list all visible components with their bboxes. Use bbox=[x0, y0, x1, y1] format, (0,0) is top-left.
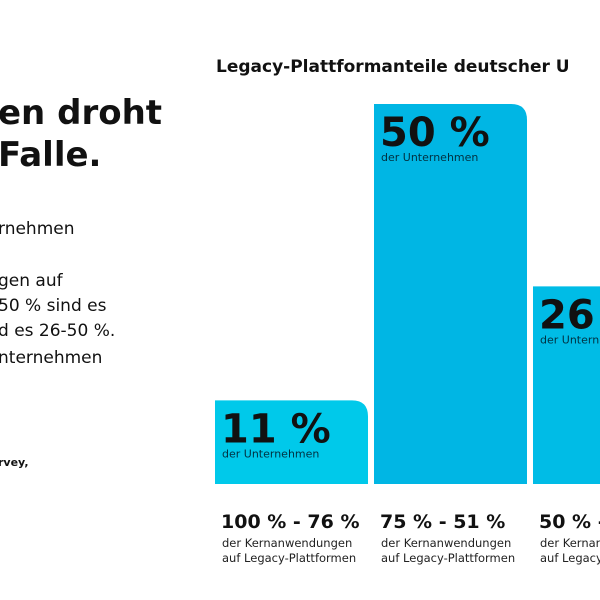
headline: Falle. bbox=[0, 135, 101, 175]
category-note: der Kernanwendungen bbox=[381, 536, 511, 550]
body-text: d es 26-50 %. bbox=[0, 321, 115, 341]
body-text: gen auf bbox=[0, 271, 64, 291]
category-note: auf Legacy-Plattformen bbox=[222, 551, 356, 565]
source: rvey, bbox=[0, 456, 29, 469]
category-label: 75 % - 51 % bbox=[380, 511, 505, 533]
category-note: der Kernan bbox=[540, 536, 600, 550]
value-note: der Unternehmen bbox=[381, 151, 478, 164]
bar bbox=[374, 104, 527, 484]
headline: en droht bbox=[0, 93, 162, 133]
value-note: der Untern bbox=[540, 333, 599, 346]
value-label: 50 % bbox=[380, 110, 490, 156]
chart-title: Legacy-Plattformanteile deutscher U bbox=[216, 57, 570, 77]
value-label: 11 % bbox=[221, 406, 331, 452]
category-label: 100 % - 76 % bbox=[221, 511, 360, 533]
bar bbox=[533, 286, 600, 484]
bar bbox=[215, 400, 368, 484]
body-text: 50 % sind es bbox=[0, 296, 107, 316]
category-note: auf Legacy-Plattformen bbox=[381, 551, 515, 565]
body-text: rnehmen bbox=[0, 219, 75, 239]
body-text: nternehmen bbox=[0, 348, 102, 368]
category-label: 50 % - bbox=[539, 511, 600, 533]
category-note: der Kernanwendungen bbox=[222, 536, 352, 550]
value-note: der Unternehmen bbox=[222, 447, 319, 460]
category-note: auf Legacy bbox=[540, 551, 600, 565]
value-label: 26 bbox=[539, 292, 595, 338]
